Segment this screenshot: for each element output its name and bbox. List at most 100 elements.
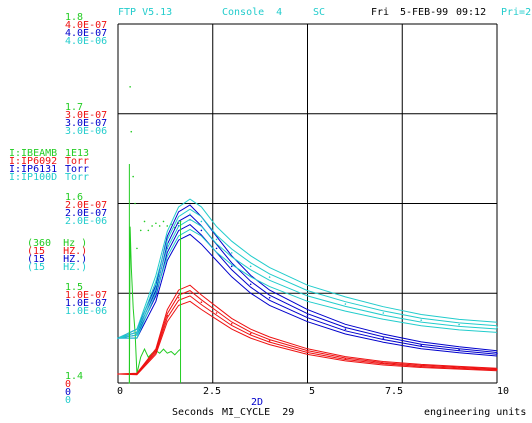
- data-point: [306, 314, 309, 317]
- series-line-i-ip6131: [118, 233, 498, 357]
- sample-rate: (15 HZ.): [27, 262, 88, 273]
- data-point: [189, 292, 191, 295]
- data-point: [136, 332, 138, 335]
- y-tick-red: 0: [65, 379, 72, 390]
- data-point: [249, 283, 252, 286]
- series-line-i-ip100d: [117, 198, 498, 339]
- y-tick-cyan: 0: [65, 395, 72, 406]
- data-point: [177, 220, 180, 223]
- day-label: Fri: [371, 7, 390, 18]
- program-title: FTP V5.13: [118, 7, 173, 18]
- series-line-i-ip6131: [117, 223, 498, 355]
- device-units: Torr: [65, 164, 90, 175]
- x-tick-label: 10: [497, 386, 510, 397]
- data-point: [200, 220, 203, 223]
- device-units: 1E13: [65, 148, 90, 159]
- y-tick-cyan: 4.0E-06: [65, 36, 108, 47]
- data-point: [139, 229, 142, 232]
- y-tick-red: 1.0E-07: [65, 290, 108, 301]
- data-point: [200, 301, 203, 304]
- series-line-i-ip6092: [117, 290, 498, 375]
- data-point: [215, 312, 218, 314]
- data-point: [177, 296, 180, 299]
- code-label: SC: [313, 7, 326, 18]
- data-point: [306, 292, 309, 295]
- y-tick-red: 3.0E-07: [65, 110, 108, 121]
- sample-rate: (15 HZ.): [27, 254, 88, 265]
- data-point: [230, 265, 233, 268]
- y-tick-green: 1.7: [65, 102, 84, 113]
- data-point: [155, 222, 157, 225]
- data-point: [458, 323, 460, 326]
- data-point: [458, 348, 460, 351]
- data-point: [382, 337, 385, 339]
- data-point: [143, 220, 146, 223]
- data-point: [117, 337, 119, 339]
- data-point: [458, 366, 460, 369]
- x-tick-label: 0: [117, 386, 124, 397]
- data-point: [136, 373, 138, 375]
- priority-label: Pri=2: [501, 7, 532, 18]
- data-point: [130, 130, 133, 133]
- y-tick-cyan: 2.0E-06: [65, 216, 108, 227]
- x-tick-label: 2.5: [203, 386, 222, 397]
- data-point: [420, 344, 423, 347]
- series-line-i-ibeamb: [128, 226, 181, 384]
- series-line-i-ip6092: [117, 295, 498, 375]
- y-tick-blue: 2.0E-07: [65, 208, 108, 219]
- series-line-i-ip100d: [117, 218, 498, 339]
- data-point: [230, 252, 233, 254]
- data-point: [132, 175, 134, 178]
- data-point: [268, 296, 271, 299]
- data-point: [117, 373, 119, 375]
- data-point: [166, 225, 169, 227]
- data-point: [129, 86, 131, 88]
- y-tick-blue: 3.0E-07: [65, 118, 108, 129]
- y-tick-green: 1.4: [65, 371, 84, 382]
- data-point: [136, 247, 138, 250]
- y-tick-green: 1.6: [65, 192, 84, 203]
- device-units: Torr: [65, 156, 90, 167]
- device-name: I:IP6092: [9, 156, 58, 167]
- data-point: [249, 265, 252, 268]
- data-point: [249, 332, 252, 335]
- units-label: engineering units: [424, 407, 527, 418]
- data-point: [344, 303, 347, 305]
- series-line-i-ip6092: [117, 284, 498, 375]
- sample-rate: (15 HZ.): [27, 246, 88, 257]
- data-point: [162, 220, 165, 223]
- y-tick-blue: 0: [65, 387, 72, 398]
- console-label: Console 4: [222, 7, 283, 18]
- y-tick-red: 4.0E-07: [65, 20, 108, 31]
- data-point: [200, 229, 203, 232]
- x-tick-label: 7.5: [385, 386, 404, 397]
- plot-mode-label: 2D: [251, 397, 264, 408]
- data-point: [496, 352, 498, 355]
- data-point: [147, 229, 150, 232]
- y-tick-blue: 1.0E-07: [65, 298, 108, 309]
- y-tick-red: 2.0E-07: [65, 200, 108, 211]
- data-point: [344, 357, 347, 360]
- data-point: [382, 312, 385, 314]
- data-point: [420, 319, 423, 321]
- x-tick-label: 5: [309, 386, 316, 397]
- data-point: [151, 225, 153, 227]
- sample-rate: (360 Hz ): [27, 238, 88, 249]
- device-name: I:IBEAMB: [9, 148, 58, 159]
- data-point: [344, 328, 347, 330]
- device-units: Torr: [65, 172, 90, 183]
- y-tick-green: 1.5: [65, 282, 84, 293]
- data-point: [496, 368, 498, 371]
- y-tick-green: 1.8: [65, 12, 84, 23]
- data-point: [155, 350, 157, 353]
- data-point: [230, 322, 233, 325]
- y-tick-cyan: 1.0E-06: [65, 306, 108, 317]
- time-label: 09:12: [456, 7, 487, 18]
- series-line-i-ip100d: [118, 228, 498, 339]
- data-point: [189, 213, 191, 216]
- y-tick-cyan: 3.0E-06: [65, 126, 108, 137]
- data-point: [382, 362, 385, 365]
- data-point: [420, 365, 423, 367]
- data-point: [496, 326, 498, 329]
